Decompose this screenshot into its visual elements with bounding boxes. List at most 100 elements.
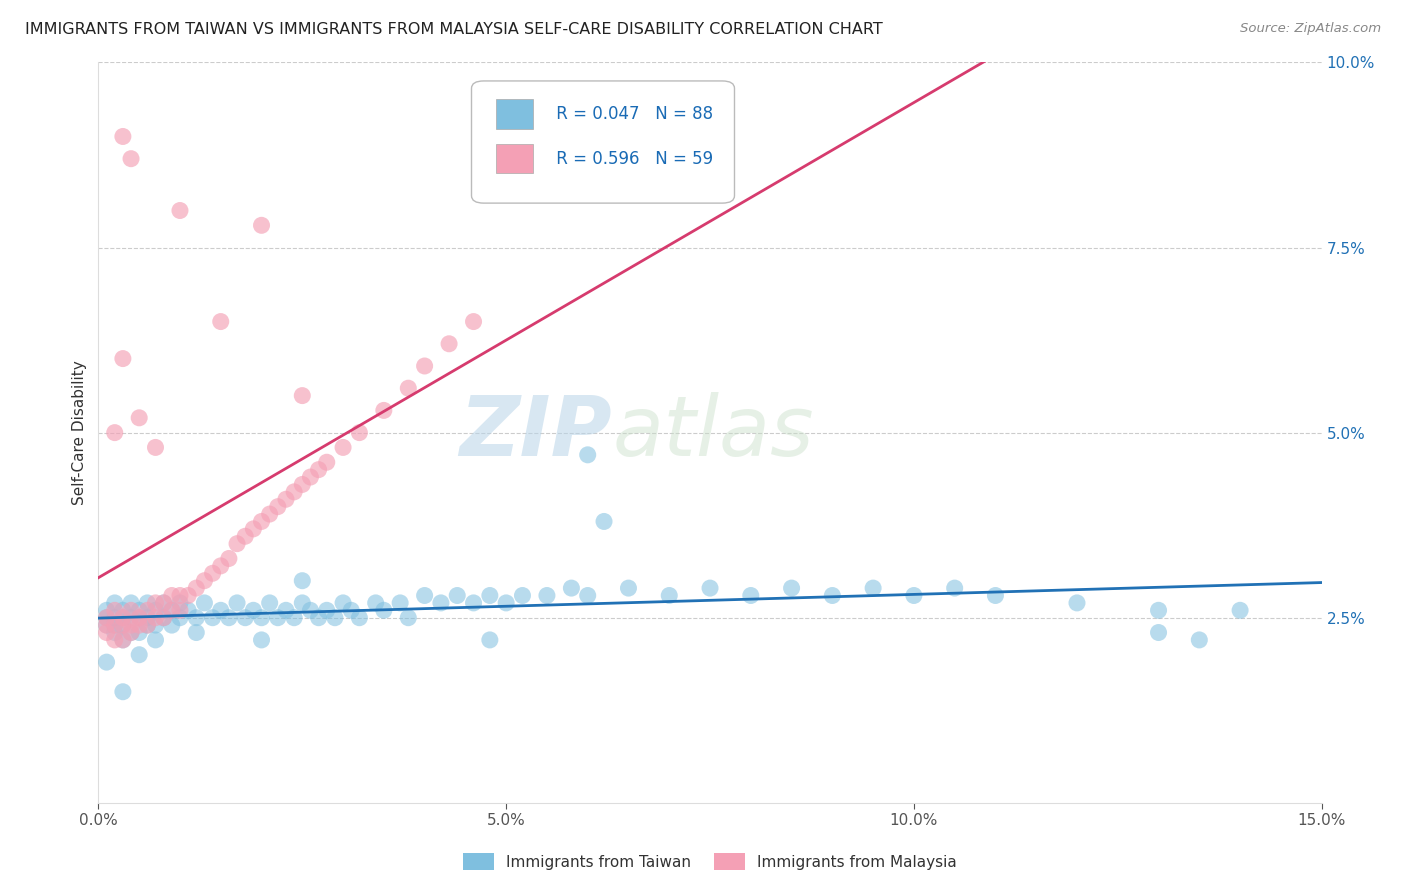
- Legend: Immigrants from Taiwan, Immigrants from Malaysia: Immigrants from Taiwan, Immigrants from …: [457, 847, 963, 877]
- Point: [104, 618, 127, 632]
- Point: [463, 314, 485, 328]
- Point: [446, 589, 468, 603]
- Point: [209, 314, 232, 328]
- Point: [226, 596, 249, 610]
- Point: [1188, 632, 1211, 647]
- Point: [96, 610, 118, 624]
- Point: [267, 610, 290, 624]
- Point: [299, 603, 322, 617]
- Point: [104, 618, 127, 632]
- Point: [169, 589, 191, 603]
- Y-axis label: Self-Care Disability: Self-Care Disability: [72, 360, 87, 505]
- Point: [111, 129, 134, 144]
- Point: [1147, 625, 1170, 640]
- Point: [1147, 603, 1170, 617]
- Point: [145, 603, 167, 617]
- Point: [152, 596, 174, 610]
- Point: [389, 596, 412, 610]
- Point: [478, 589, 501, 603]
- Point: [658, 589, 681, 603]
- Point: [128, 648, 150, 662]
- Point: [160, 589, 183, 603]
- Point: [177, 589, 200, 603]
- Point: [576, 448, 599, 462]
- Point: [315, 603, 337, 617]
- Point: [259, 507, 281, 521]
- Point: [291, 596, 314, 610]
- Point: [128, 603, 150, 617]
- Point: [136, 618, 159, 632]
- Point: [699, 581, 721, 595]
- Point: [259, 596, 281, 610]
- Point: [145, 610, 167, 624]
- Point: [169, 596, 191, 610]
- Point: [536, 589, 558, 603]
- Point: [274, 492, 297, 507]
- Point: [413, 589, 436, 603]
- Point: [308, 610, 330, 624]
- Point: [128, 618, 150, 632]
- Point: [120, 618, 142, 632]
- Point: [364, 596, 387, 610]
- Point: [413, 359, 436, 373]
- Point: [780, 581, 803, 595]
- Point: [463, 596, 485, 610]
- Point: [96, 618, 118, 632]
- Point: [1066, 596, 1088, 610]
- Point: [226, 536, 249, 550]
- Point: [209, 558, 232, 573]
- Bar: [496, 144, 533, 173]
- Point: [430, 596, 453, 610]
- Point: [128, 610, 150, 624]
- Point: [218, 551, 240, 566]
- Point: [111, 603, 134, 617]
- Point: [145, 618, 167, 632]
- Point: [145, 596, 167, 610]
- Point: [267, 500, 290, 514]
- Point: [152, 596, 174, 610]
- Point: [201, 566, 224, 581]
- Point: [560, 581, 582, 595]
- Point: [169, 203, 191, 218]
- Bar: [496, 99, 533, 129]
- Point: [576, 589, 599, 603]
- Point: [96, 610, 118, 624]
- Point: [152, 610, 174, 624]
- Point: [186, 625, 208, 640]
- Point: [1229, 603, 1251, 617]
- Point: [373, 403, 395, 417]
- Point: [111, 618, 134, 632]
- Point: [373, 603, 395, 617]
- Point: [128, 625, 150, 640]
- Point: [340, 603, 363, 617]
- Point: [104, 632, 127, 647]
- Point: [111, 632, 134, 647]
- Point: [903, 589, 925, 603]
- Point: [233, 610, 256, 624]
- Point: [169, 603, 191, 617]
- Point: [104, 596, 127, 610]
- Point: [120, 603, 142, 617]
- Point: [160, 603, 183, 617]
- FancyBboxPatch shape: [471, 81, 734, 203]
- Point: [740, 589, 762, 603]
- Point: [250, 219, 273, 233]
- Point: [177, 603, 200, 617]
- Point: [201, 610, 224, 624]
- Point: [218, 610, 240, 624]
- Point: [120, 152, 142, 166]
- Point: [145, 632, 167, 647]
- Point: [437, 336, 460, 351]
- Point: [104, 625, 127, 640]
- Point: [283, 610, 305, 624]
- Point: [111, 685, 134, 699]
- Text: IMMIGRANTS FROM TAIWAN VS IMMIGRANTS FROM MALAYSIA SELF-CARE DISABILITY CORRELAT: IMMIGRANTS FROM TAIWAN VS IMMIGRANTS FRO…: [25, 22, 883, 37]
- Point: [136, 603, 159, 617]
- Text: Source: ZipAtlas.com: Source: ZipAtlas.com: [1240, 22, 1381, 36]
- Point: [193, 574, 215, 588]
- Point: [120, 625, 142, 640]
- Point: [111, 610, 134, 624]
- Point: [250, 610, 273, 624]
- Point: [186, 610, 208, 624]
- Point: [478, 632, 501, 647]
